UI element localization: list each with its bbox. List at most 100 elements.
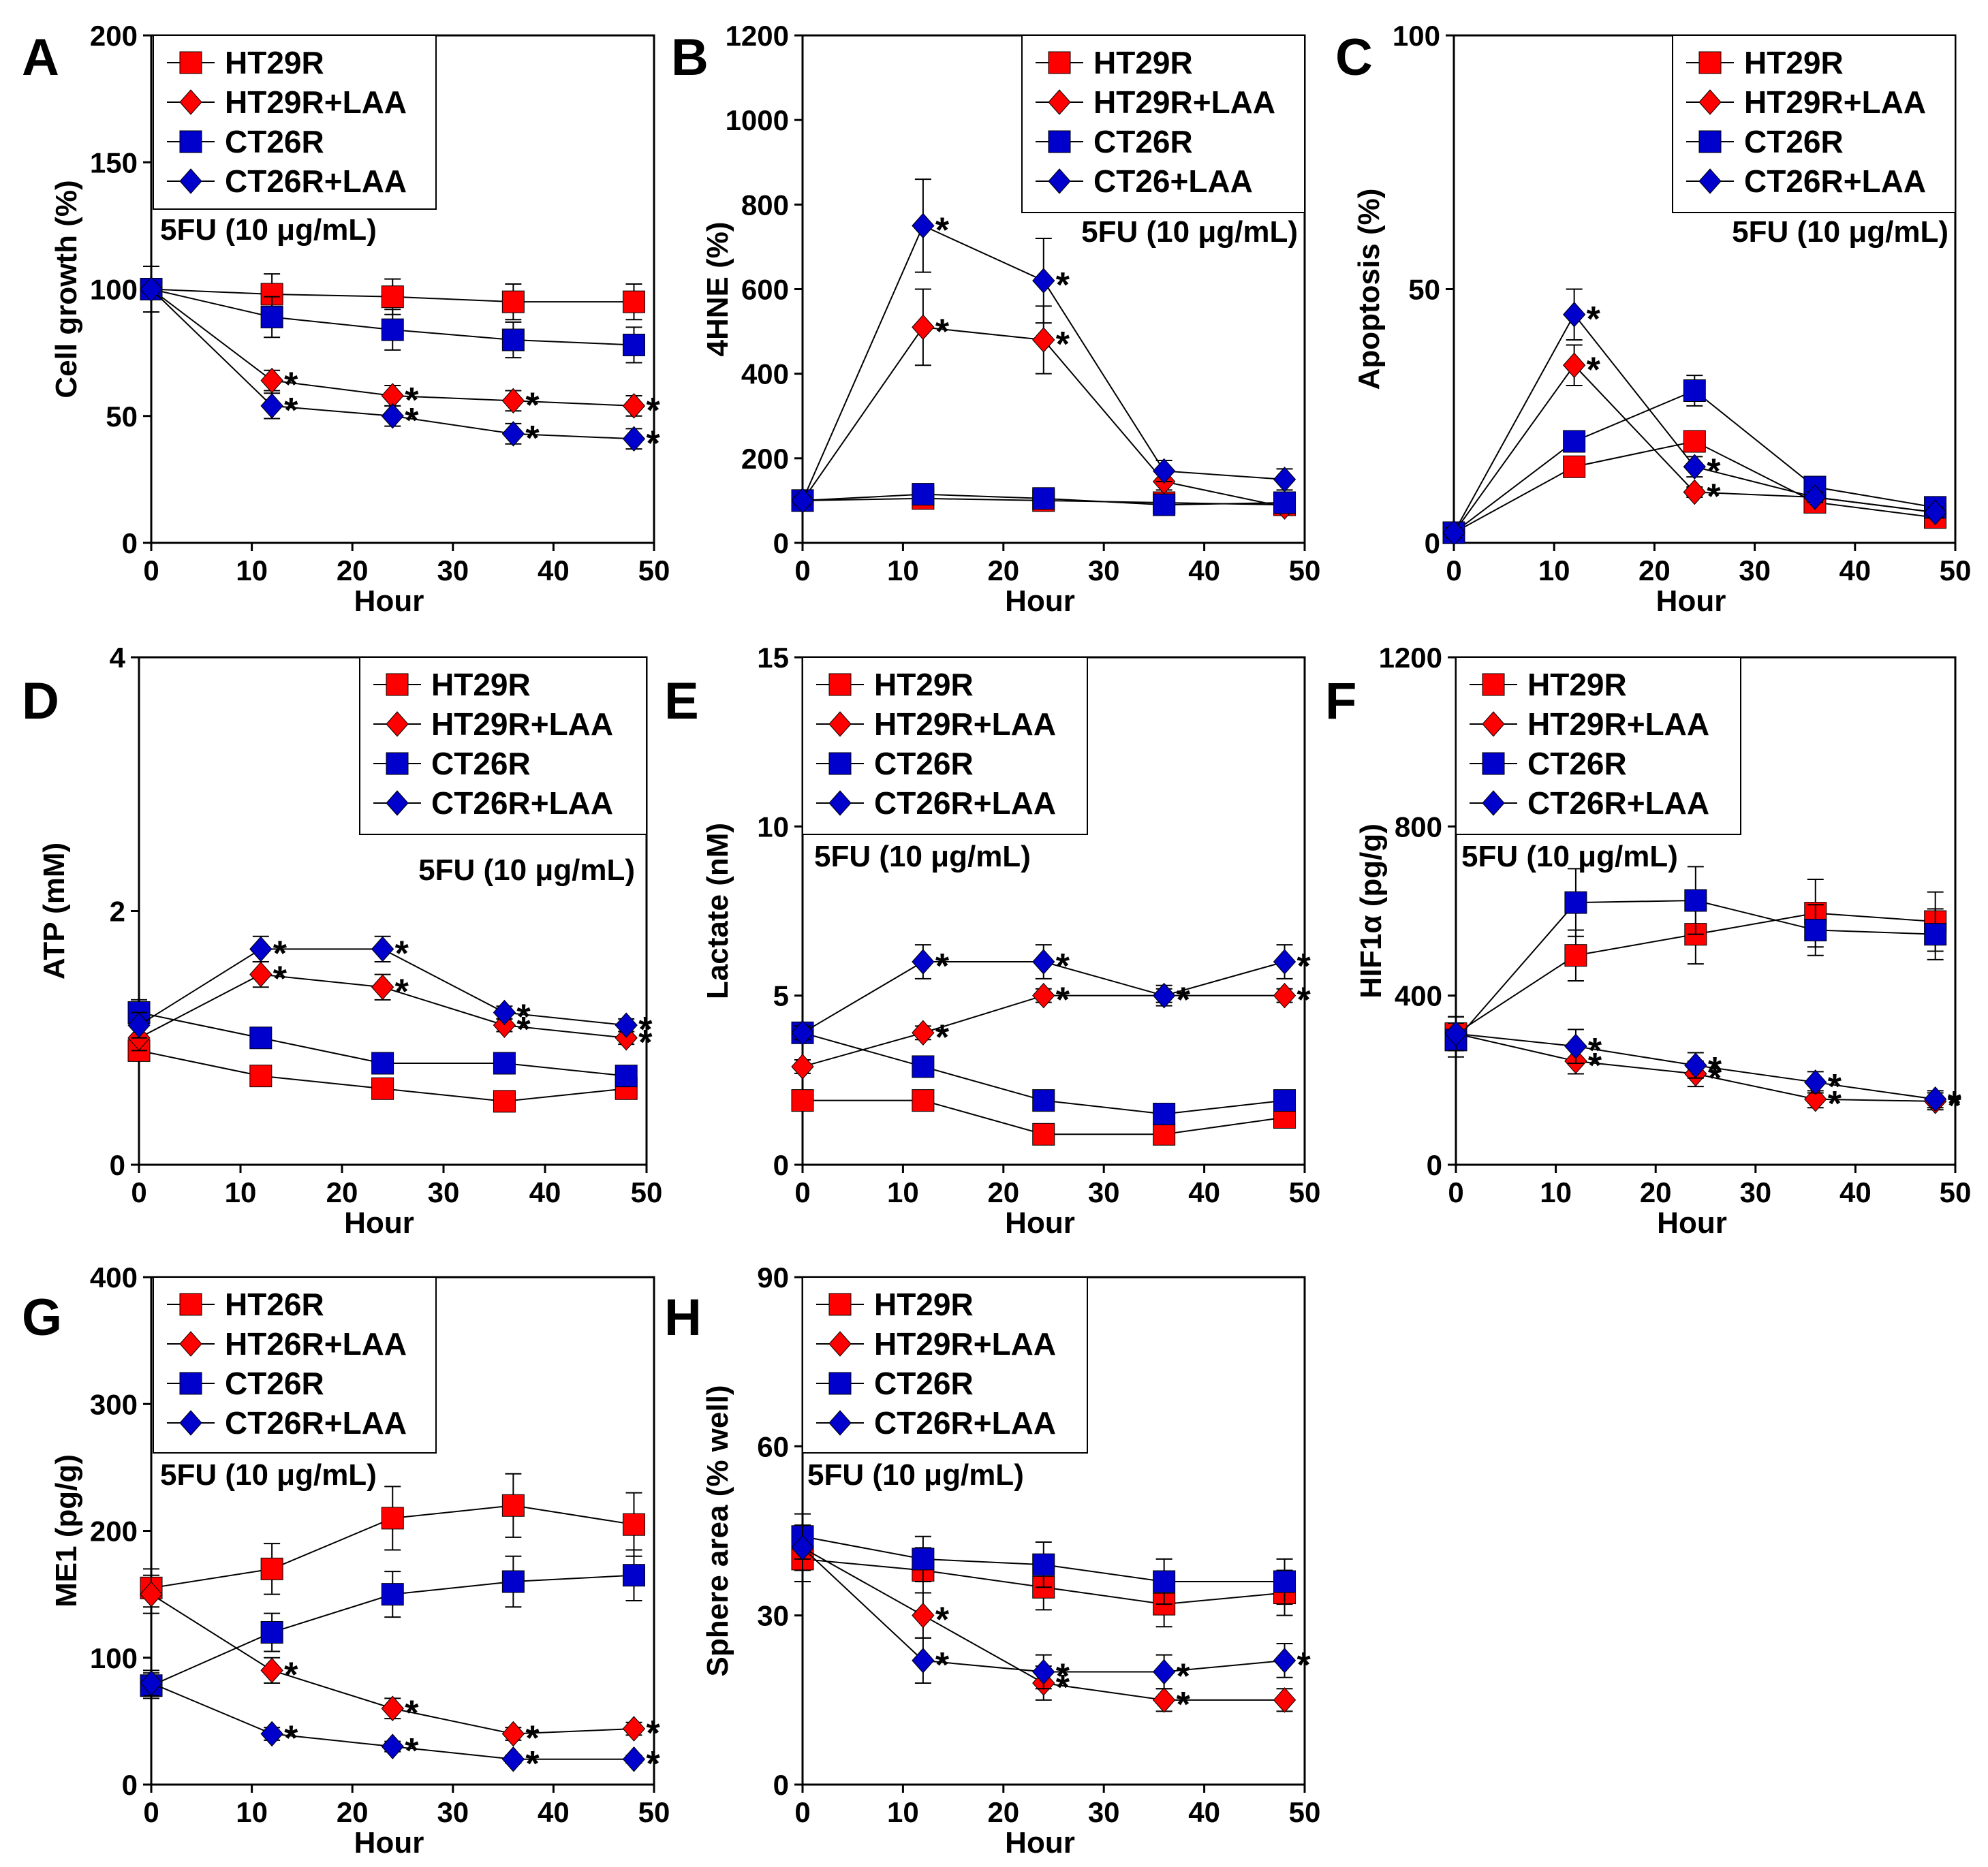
data-point bbox=[912, 213, 935, 239]
data-point bbox=[912, 1548, 935, 1571]
series-ct26r bbox=[791, 1021, 1296, 1125]
x-tick-label: 30 bbox=[1739, 1176, 1771, 1208]
legend-marker bbox=[1698, 168, 1722, 194]
data-point bbox=[912, 1055, 935, 1078]
significance-star: * bbox=[1297, 1646, 1311, 1685]
data-point bbox=[249, 1065, 273, 1088]
condition-label: 5FU (10 μg/mL) bbox=[160, 213, 377, 247]
panel-letter: F bbox=[1325, 672, 1356, 730]
data-point bbox=[1564, 944, 1587, 967]
data-point bbox=[1032, 1089, 1055, 1112]
significance-star: * bbox=[273, 934, 288, 973]
significance-star: * bbox=[405, 1731, 419, 1771]
legend-entry: CT26R+LAA bbox=[225, 1405, 407, 1441]
legend-entry: HT29R bbox=[1093, 45, 1193, 80]
data-point bbox=[791, 1054, 814, 1080]
series-ht29r-laa: **** bbox=[140, 265, 660, 430]
legend-entry: HT29R bbox=[1527, 667, 1627, 702]
significance-star: * bbox=[395, 972, 409, 1011]
data-point bbox=[381, 403, 404, 429]
legend-marker bbox=[1048, 89, 1071, 115]
data-point bbox=[1032, 982, 1055, 1009]
y-tick-label: 400 bbox=[741, 358, 789, 390]
legend-marker bbox=[828, 1293, 852, 1316]
legend-marker bbox=[179, 51, 202, 74]
y-tick-label: 600 bbox=[741, 274, 789, 306]
x-tick-label: 0 bbox=[1448, 1176, 1463, 1208]
y-tick-label: 60 bbox=[757, 1430, 789, 1462]
data-point bbox=[1803, 484, 1827, 510]
y-tick-label: 400 bbox=[90, 1261, 138, 1293]
x-tick-label: 30 bbox=[1088, 554, 1120, 586]
data-point bbox=[912, 949, 935, 975]
data-point bbox=[1273, 1648, 1296, 1674]
x-tick-label: 40 bbox=[538, 1796, 570, 1828]
significance-star: * bbox=[646, 1744, 660, 1784]
significance-star: * bbox=[1828, 1084, 1842, 1124]
data-point bbox=[493, 1052, 516, 1075]
panel-letter: H bbox=[664, 1289, 702, 1347]
x-tick-label: 0 bbox=[1446, 554, 1461, 586]
y-tick-label: 0 bbox=[122, 1769, 138, 1801]
data-point bbox=[1444, 1020, 1467, 1047]
data-point bbox=[1684, 889, 1707, 912]
legend-entry: HT29R bbox=[225, 45, 324, 80]
significance-star: * bbox=[1056, 325, 1070, 364]
data-point bbox=[912, 1089, 935, 1112]
significance-star: * bbox=[284, 1655, 298, 1695]
data-point bbox=[615, 1065, 638, 1088]
x-tick-label: 20 bbox=[987, 1176, 1019, 1208]
chart-panel-h: H 0 10 20 30 40 50 0 30 60 90 Hour Sphere area (% we… bbox=[664, 1261, 1320, 1860]
data-point bbox=[791, 1020, 814, 1046]
x-tick-label: 0 bbox=[794, 1176, 810, 1208]
x-tick-label: 40 bbox=[1188, 1176, 1220, 1208]
series-ct26r-laa: **** bbox=[127, 934, 653, 1050]
series-ct26r-laa: **** bbox=[791, 944, 1311, 1046]
significance-star: * bbox=[1177, 1657, 1191, 1696]
legend-marker bbox=[386, 711, 409, 737]
data-point bbox=[493, 999, 516, 1026]
series-ht29r-laa: **** bbox=[127, 960, 653, 1063]
legend-entry: HT29R bbox=[1744, 45, 1844, 80]
series-ht29r bbox=[791, 1089, 1296, 1146]
x-tick-label: 50 bbox=[631, 1176, 663, 1208]
panel-letter: D bbox=[22, 672, 59, 730]
data-point bbox=[1563, 430, 1586, 453]
legend-marker bbox=[1482, 790, 1505, 816]
x-tick-label: 50 bbox=[1289, 1176, 1321, 1208]
y-tick-label: 0 bbox=[773, 1769, 789, 1801]
legend-entry: HT29R+LAA bbox=[1093, 84, 1275, 120]
legend-entry: CT26R+LAA bbox=[1744, 163, 1926, 199]
x-tick-label: 30 bbox=[437, 554, 469, 586]
panel-letter: G bbox=[22, 1289, 62, 1347]
legend-entry: HT29R bbox=[874, 667, 974, 702]
x-tick-label: 30 bbox=[428, 1176, 460, 1208]
significance-star: * bbox=[1587, 350, 1601, 390]
x-axis-label: Hour bbox=[344, 1206, 414, 1240]
x-tick-label: 20 bbox=[987, 554, 1019, 586]
significance-star: * bbox=[395, 934, 409, 973]
legend-marker bbox=[1482, 752, 1505, 775]
legend-entry: HT29R+LAA bbox=[874, 1326, 1056, 1362]
x-tick-label: 0 bbox=[794, 1796, 810, 1828]
significance-star: * bbox=[1297, 981, 1311, 1020]
legend-marker bbox=[179, 168, 202, 194]
x-axis-label: Hour bbox=[1657, 1206, 1727, 1240]
legend-entry: HT29R+LAA bbox=[1744, 84, 1926, 120]
legend-marker bbox=[179, 89, 202, 115]
legend-entry: HT26R+LAA bbox=[225, 1326, 407, 1362]
legend-marker bbox=[828, 711, 852, 737]
y-tick-label: 300 bbox=[90, 1388, 138, 1420]
data-point bbox=[371, 974, 394, 1001]
data-point bbox=[1032, 949, 1055, 975]
data-point bbox=[501, 421, 525, 447]
y-tick-label: 800 bbox=[1395, 811, 1442, 843]
legend-marker bbox=[386, 673, 409, 696]
legend-entry: CT26R+LAA bbox=[874, 785, 1056, 821]
data-point bbox=[140, 276, 163, 302]
data-point bbox=[249, 936, 273, 962]
data-point bbox=[381, 1583, 404, 1606]
legend-entry: CT26R bbox=[874, 746, 974, 781]
